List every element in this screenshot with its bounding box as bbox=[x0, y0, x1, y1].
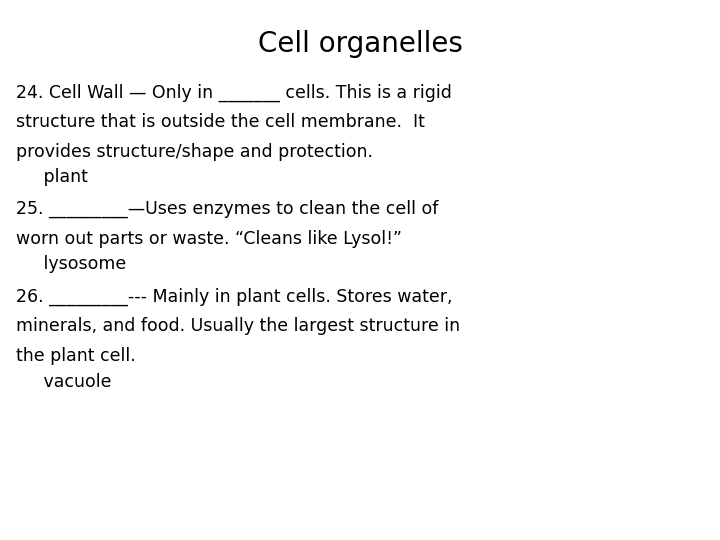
Text: provides structure/shape and protection.: provides structure/shape and protection. bbox=[16, 143, 373, 161]
Text: 24. Cell Wall — Only in _______ cells. This is a rigid: 24. Cell Wall — Only in _______ cells. T… bbox=[16, 84, 451, 102]
Text: the plant cell.: the plant cell. bbox=[16, 347, 135, 364]
Text: structure that is outside the cell membrane.  It: structure that is outside the cell membr… bbox=[16, 113, 425, 131]
Text: worn out parts or waste. “Cleans like Lysol!”: worn out parts or waste. “Cleans like Ly… bbox=[16, 230, 402, 247]
Text: Cell organelles: Cell organelles bbox=[258, 30, 462, 58]
Text: vacuole: vacuole bbox=[16, 373, 112, 390]
Text: minerals, and food. Usually the largest structure in: minerals, and food. Usually the largest … bbox=[16, 317, 460, 335]
Text: plant: plant bbox=[16, 168, 88, 186]
Text: 25. _________—Uses enzymes to clean the cell of: 25. _________—Uses enzymes to clean the … bbox=[16, 200, 438, 218]
Text: lysosome: lysosome bbox=[16, 255, 126, 273]
Text: 26. _________--- Mainly in plant cells. Stores water,: 26. _________--- Mainly in plant cells. … bbox=[16, 287, 452, 306]
